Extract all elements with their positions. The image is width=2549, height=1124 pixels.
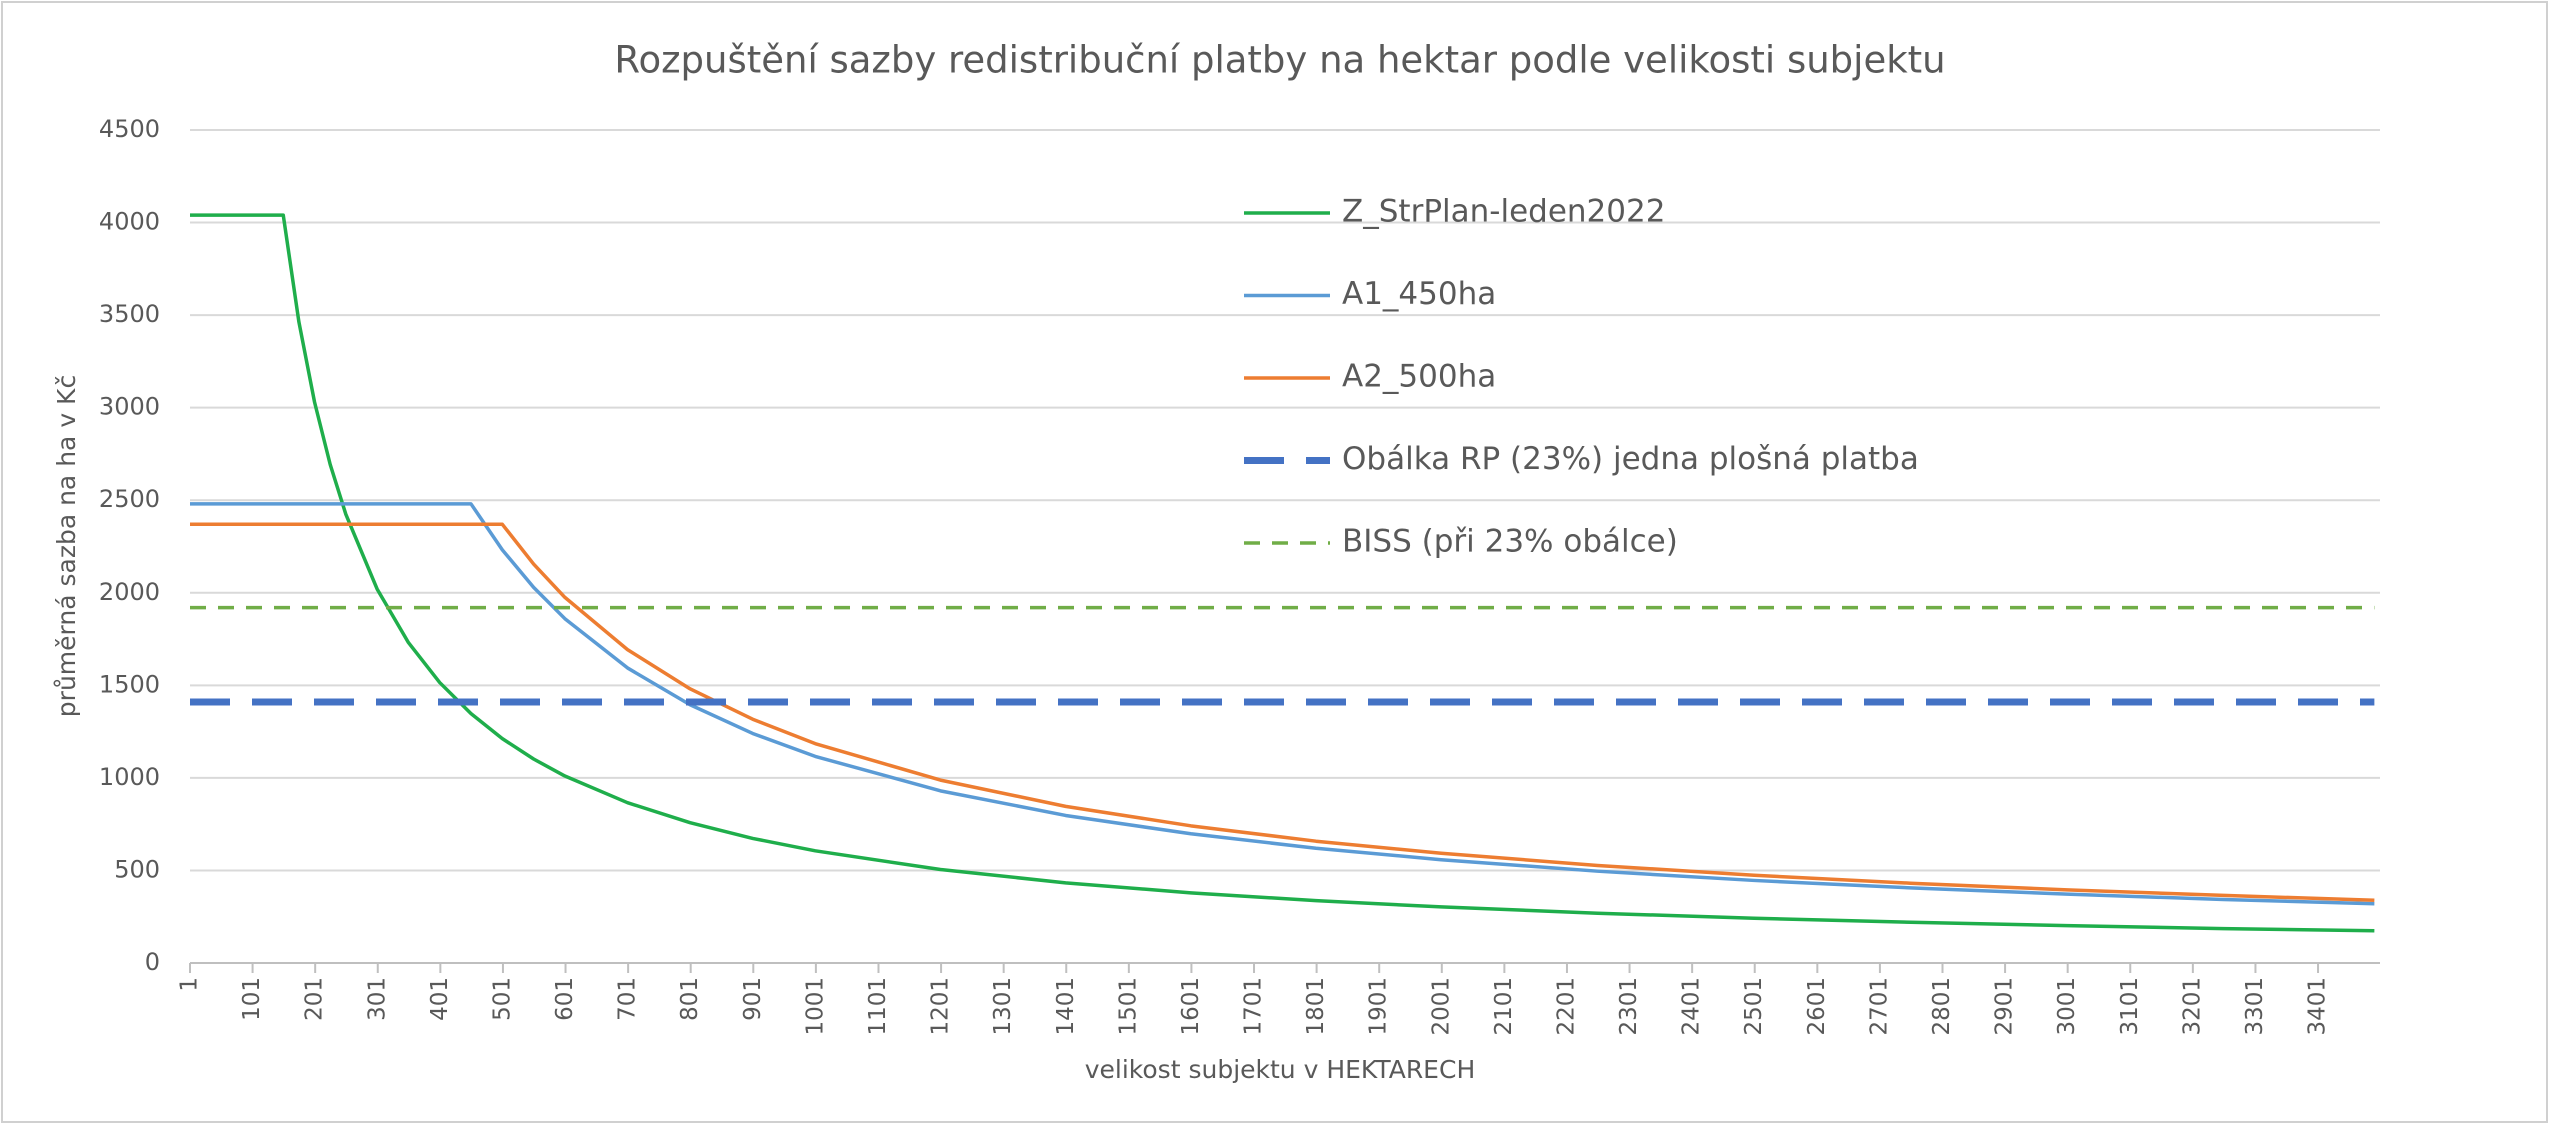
legend-label: A1_450ha bbox=[1342, 276, 1496, 312]
x-tick-label: 901 bbox=[740, 977, 766, 1021]
y-tick-label: 500 bbox=[114, 855, 160, 883]
legend-label: Obálka RP (23%) jedna plošná platba bbox=[1342, 441, 1919, 477]
x-tick-label: 1301 bbox=[990, 977, 1016, 1036]
x-tick-label: 601 bbox=[552, 977, 578, 1021]
x-tick-label: 801 bbox=[677, 977, 703, 1021]
x-tick-label: 3201 bbox=[2179, 977, 2205, 1036]
legend-label: Z_StrPlan-leden2022 bbox=[1342, 194, 1665, 230]
y-tick-label: 4000 bbox=[99, 208, 160, 236]
x-tick-label: 1 bbox=[177, 977, 203, 992]
x-tick-label: 1401 bbox=[1053, 977, 1079, 1036]
x-tick-label: 2101 bbox=[1491, 977, 1517, 1036]
series-line bbox=[190, 502, 2375, 906]
x-tick-label: 1901 bbox=[1366, 977, 1392, 1036]
x-tick-label: 2601 bbox=[1804, 977, 1830, 1036]
legend-label: A2_500ha bbox=[1342, 359, 1496, 395]
y-tick-label: 3500 bbox=[99, 300, 160, 328]
x-tick-label: 2701 bbox=[1866, 977, 1892, 1036]
y-tick-label: 0 bbox=[145, 948, 160, 976]
x-tick-label: 1201 bbox=[928, 977, 954, 1036]
y-axis-label: průměrná sazba na ha v Kč bbox=[52, 375, 81, 717]
x-tick-label: 3001 bbox=[2054, 977, 2080, 1036]
x-tick-label: 2001 bbox=[1428, 977, 1454, 1036]
chart-title: Rozpuštění sazby redistribuční platby na… bbox=[614, 39, 1945, 82]
x-tick-label: 201 bbox=[302, 977, 328, 1021]
x-tick-label: 1101 bbox=[865, 977, 891, 1036]
x-tick-label: 401 bbox=[427, 977, 453, 1021]
x-tick-label: 2501 bbox=[1741, 977, 1767, 1036]
x-tick-label: 1601 bbox=[1178, 977, 1204, 1036]
x-tick-label: 501 bbox=[489, 977, 515, 1021]
x-tick-label: 101 bbox=[239, 977, 265, 1021]
series-line bbox=[190, 522, 2375, 902]
x-tick-label: 2201 bbox=[1553, 977, 1579, 1036]
x-tick-label: 3301 bbox=[2242, 977, 2268, 1036]
x-axis-label: velikost subjektu v HEKTARECH bbox=[1085, 1055, 1476, 1084]
series-line bbox=[190, 213, 2375, 933]
y-tick-label: 1000 bbox=[99, 763, 160, 791]
y-tick-label: 2500 bbox=[99, 485, 160, 513]
x-tick-label: 3401 bbox=[2305, 977, 2331, 1036]
y-tick-label: 4500 bbox=[99, 115, 160, 143]
x-tick-label: 1701 bbox=[1241, 977, 1267, 1036]
x-tick-label: 2901 bbox=[1992, 977, 2018, 1036]
x-tick-label: 2801 bbox=[1929, 977, 1955, 1036]
x-tick-label: 3101 bbox=[2117, 977, 2143, 1036]
x-tick-label: 1801 bbox=[1303, 977, 1329, 1036]
x-tick-label: 1001 bbox=[802, 977, 828, 1036]
x-tick-label: 2301 bbox=[1616, 977, 1642, 1036]
x-tick-label: 701 bbox=[615, 977, 641, 1021]
y-tick-label: 2000 bbox=[99, 578, 160, 606]
x-tick-label: 2401 bbox=[1679, 977, 1705, 1036]
x-tick-label: 301 bbox=[364, 977, 390, 1021]
legend-label: BISS (při 23% obálce) bbox=[1342, 524, 1678, 560]
x-tick-label: 1501 bbox=[1115, 977, 1141, 1036]
y-tick-label: 3000 bbox=[99, 393, 160, 421]
y-tick-label: 1500 bbox=[99, 670, 160, 698]
